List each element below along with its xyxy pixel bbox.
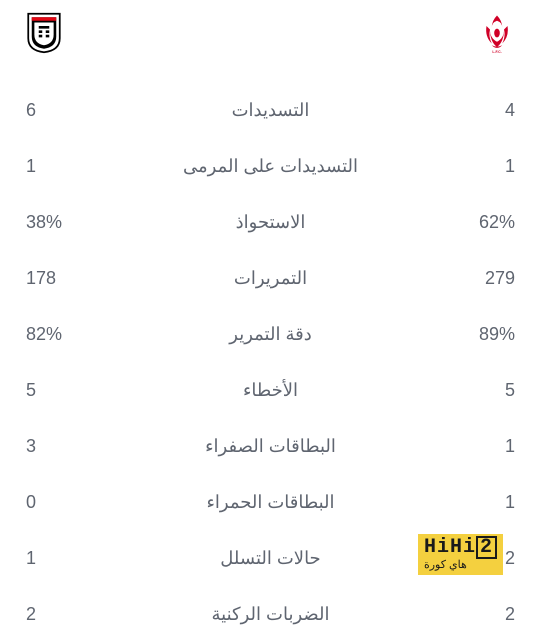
stat-label: دقة التمرير xyxy=(86,324,455,345)
watermark: HiHi2 هاي كورة xyxy=(418,534,503,575)
stat-row: 38%الاستحواذ62% xyxy=(26,194,515,250)
stat-left-value: 1 xyxy=(26,156,86,177)
stat-left-value: 6 xyxy=(26,100,86,121)
stat-row: 2الضربات الركنية2 xyxy=(26,586,515,642)
watermark-text-a: HiHi xyxy=(424,536,476,559)
watermark-text-b: 2 xyxy=(476,536,497,559)
team-right-logo-liverpool: L.F.C. xyxy=(479,12,515,54)
stat-right-value: 1 xyxy=(455,436,515,457)
stat-row: 6التسديدات4 xyxy=(26,82,515,138)
stat-label: التسديدات xyxy=(86,100,455,121)
stat-row: 0البطاقات الحمراء1 xyxy=(26,474,515,530)
stat-row: 5الأخطاء5 xyxy=(26,362,515,418)
stat-label: الضربات الركنية xyxy=(86,604,455,625)
stat-row: 178التمريرات279 xyxy=(26,250,515,306)
stat-right-value: 2 xyxy=(455,604,515,625)
header: L.F.C. xyxy=(26,12,515,54)
stat-right-value: 279 xyxy=(455,268,515,289)
stat-label: حالات التسلل xyxy=(86,548,455,569)
stat-right-value: 89% xyxy=(455,324,515,345)
stat-left-value: 38% xyxy=(26,212,86,233)
stat-label: التسديدات على المرمى xyxy=(86,156,455,177)
stat-right-value: 5 xyxy=(455,380,515,401)
watermark-line1: HiHi2 xyxy=(424,536,497,559)
stat-right-value: 1 xyxy=(455,156,515,177)
stat-left-value: 2 xyxy=(26,604,86,625)
stat-right-value: 4 xyxy=(455,100,515,121)
stat-label: البطاقات الحمراء xyxy=(86,492,455,513)
stat-right-value: 62% xyxy=(455,212,515,233)
watermark-line2: هاي كورة xyxy=(424,560,497,571)
stat-label: الاستحواذ xyxy=(86,212,455,233)
stat-label: التمريرات xyxy=(86,268,455,289)
stat-row: 1التسديدات على المرمى1 xyxy=(26,138,515,194)
stat-left-value: 5 xyxy=(26,380,86,401)
svg-text:L.F.C.: L.F.C. xyxy=(492,50,501,54)
stat-label: البطاقات الصفراء xyxy=(86,436,455,457)
stat-left-value: 1 xyxy=(26,548,86,569)
stat-right-value: 1 xyxy=(455,492,515,513)
stat-left-value: 82% xyxy=(26,324,86,345)
stat-left-value: 3 xyxy=(26,436,86,457)
stat-row: 82%دقة التمرير89% xyxy=(26,306,515,362)
stat-label: الأخطاء xyxy=(86,380,455,401)
team-left-logo-fulham xyxy=(26,12,62,54)
stat-left-value: 0 xyxy=(26,492,86,513)
stat-left-value: 178 xyxy=(26,268,86,289)
stat-row: 3البطاقات الصفراء1 xyxy=(26,418,515,474)
